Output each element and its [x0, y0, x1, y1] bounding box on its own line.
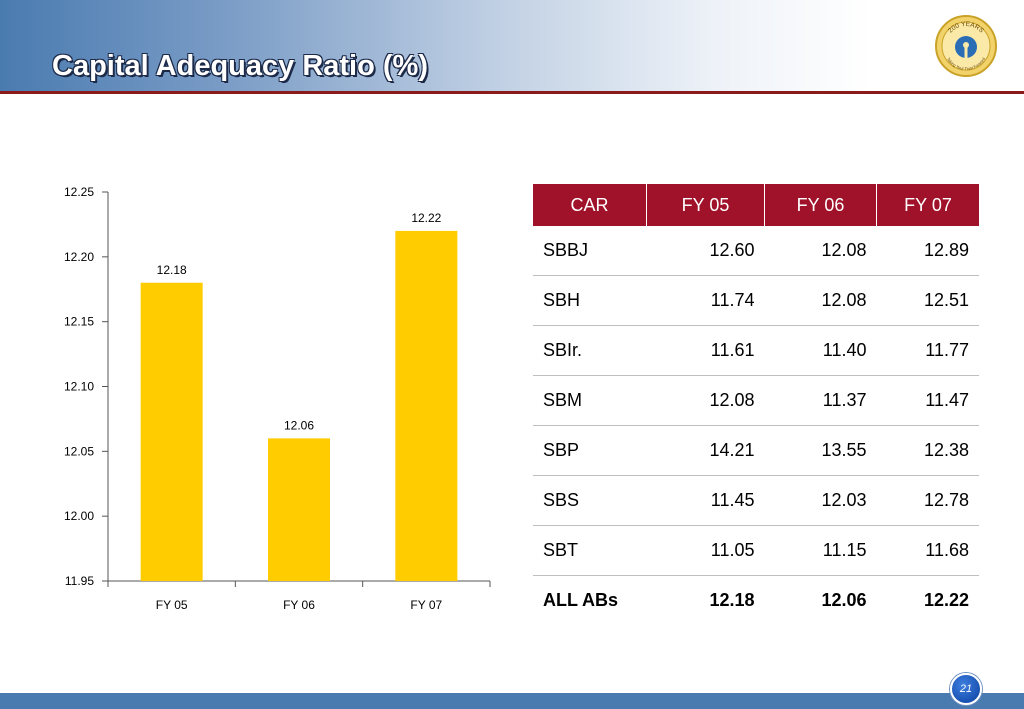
cell-fy05: 11.61 — [646, 325, 765, 376]
cell-fy06: 12.06 — [821, 590, 867, 610]
bar-3 — [395, 230, 458, 581]
cell-fy06: 13.55 — [764, 425, 877, 476]
sbi-logo-icon: 200 YEARS Taking Your Trust Forward — [935, 15, 997, 77]
y-tick-label: 11.95 — [65, 574, 94, 588]
y-tick-label: 12.25 — [64, 185, 94, 199]
cell-fy07: 11.47 — [876, 375, 979, 426]
col-header-fy07: FY 07 — [876, 184, 979, 226]
cell-fy05: 14.21 — [646, 425, 765, 476]
cell-fy06: 12.03 — [764, 475, 877, 526]
x-tick-label: FY 06 — [283, 598, 315, 612]
table-total-row: ALL ABs 12.18 12.06 12.22 — [533, 576, 979, 626]
x-tick-label: FY 07 — [410, 598, 442, 612]
cell-fy05: 11.45 — [646, 475, 765, 526]
header-rule — [0, 91, 1024, 94]
cell-fy06: 11.37 — [764, 375, 877, 426]
col-header-car: CAR — [533, 184, 647, 226]
table-row: SBIr. 11.61 11.40 11.77 — [533, 325, 979, 376]
table-row: SBS 11.45 12.03 12.78 — [533, 475, 979, 526]
cell-fy05: 12.60 — [646, 226, 765, 276]
cell-fy07: 11.68 — [876, 525, 979, 576]
row-name: SBT — [533, 525, 647, 576]
table-header-row: CAR FY 05 FY 06 FY 07 — [533, 184, 979, 226]
car-table: CAR FY 05 FY 06 FY 07 SBBJ 12.60 12.08 1… — [533, 184, 979, 625]
data-label-2: 12.06 — [284, 418, 314, 432]
data-label-1: 12.18 — [157, 263, 187, 277]
col-header-fy05: FY 05 — [646, 184, 765, 226]
slide-title: Capital Adequacy Ratio (%) — [52, 50, 428, 82]
cell-fy07: 12.22 — [923, 590, 969, 610]
y-tick-label: 12.20 — [64, 250, 94, 264]
footer-bar — [0, 693, 1024, 709]
table-row: SBH 11.74 12.08 12.51 — [533, 275, 979, 326]
cell-fy05: 12.08 — [646, 375, 765, 426]
bar-2 — [268, 438, 330, 581]
row-name: SBM — [533, 375, 647, 426]
y-tick-label: 12.15 — [64, 315, 94, 329]
page-number-badge: 21 — [950, 673, 982, 705]
cell-fy07: 11.77 — [876, 325, 979, 376]
x-tick-label: FY 05 — [156, 598, 188, 612]
data-label-3: 12.22 — [411, 211, 441, 225]
y-tick-label: 12.10 — [64, 380, 94, 394]
y-tick-label: 12.00 — [64, 509, 94, 523]
row-name: SBH — [533, 275, 647, 326]
row-name: SBS — [533, 475, 647, 526]
cell-fy07: 12.78 — [876, 475, 979, 526]
header-banner — [0, 0, 1024, 92]
cell-fy06: 12.08 — [764, 275, 877, 326]
y-tick-label: 12.05 — [64, 444, 94, 458]
cell-fy06: 12.08 — [764, 226, 877, 276]
car-bar-chart: 11.95 12.00 12.05 12.10 12.15 12.20 12.25 12.18… — [64, 185, 491, 612]
cell-fy05: 12.18 — [709, 590, 755, 610]
cell-fy07: 12.38 — [876, 425, 979, 476]
row-name: ALL ABs — [543, 590, 619, 610]
cell-fy07: 12.89 — [876, 226, 979, 276]
table-row: SBT 11.05 11.15 11.68 — [533, 525, 979, 576]
table-row: SBP 14.21 13.55 12.38 — [533, 425, 979, 476]
cell-fy06: 11.40 — [764, 325, 877, 376]
bar-1 — [140, 282, 203, 581]
cell-fy05: 11.05 — [646, 525, 765, 576]
row-name: SBIr. — [533, 325, 647, 376]
cell-fy06: 11.15 — [764, 525, 877, 576]
row-name: SBBJ — [533, 226, 647, 276]
cell-fy05: 11.74 — [646, 275, 765, 326]
row-name: SBP — [533, 425, 647, 476]
table-row: SBM 12.08 11.37 11.47 — [533, 375, 979, 426]
col-header-fy06: FY 06 — [764, 184, 877, 226]
cell-fy07: 12.51 — [876, 275, 979, 326]
table-row: SBBJ 12.60 12.08 12.89 — [533, 226, 979, 276]
